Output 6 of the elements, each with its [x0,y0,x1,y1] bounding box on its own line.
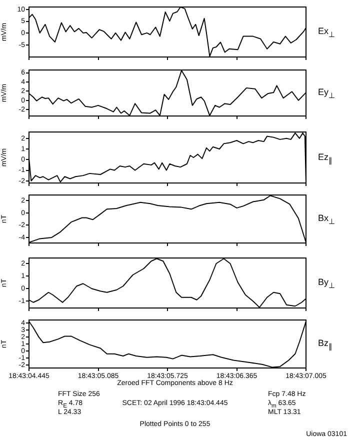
series-label: Bx$_{⊥}$ [318,213,336,226]
series-label: Ez$_{∥}$ [318,152,333,164]
series-label: Bz$_{∥}$ [318,338,333,351]
series-label: Ex$_{⊥}$ [318,26,336,39]
series-label: Ey$_{⊥}$ [318,87,336,100]
series-label: By$_{⊥}$ [318,277,336,290]
